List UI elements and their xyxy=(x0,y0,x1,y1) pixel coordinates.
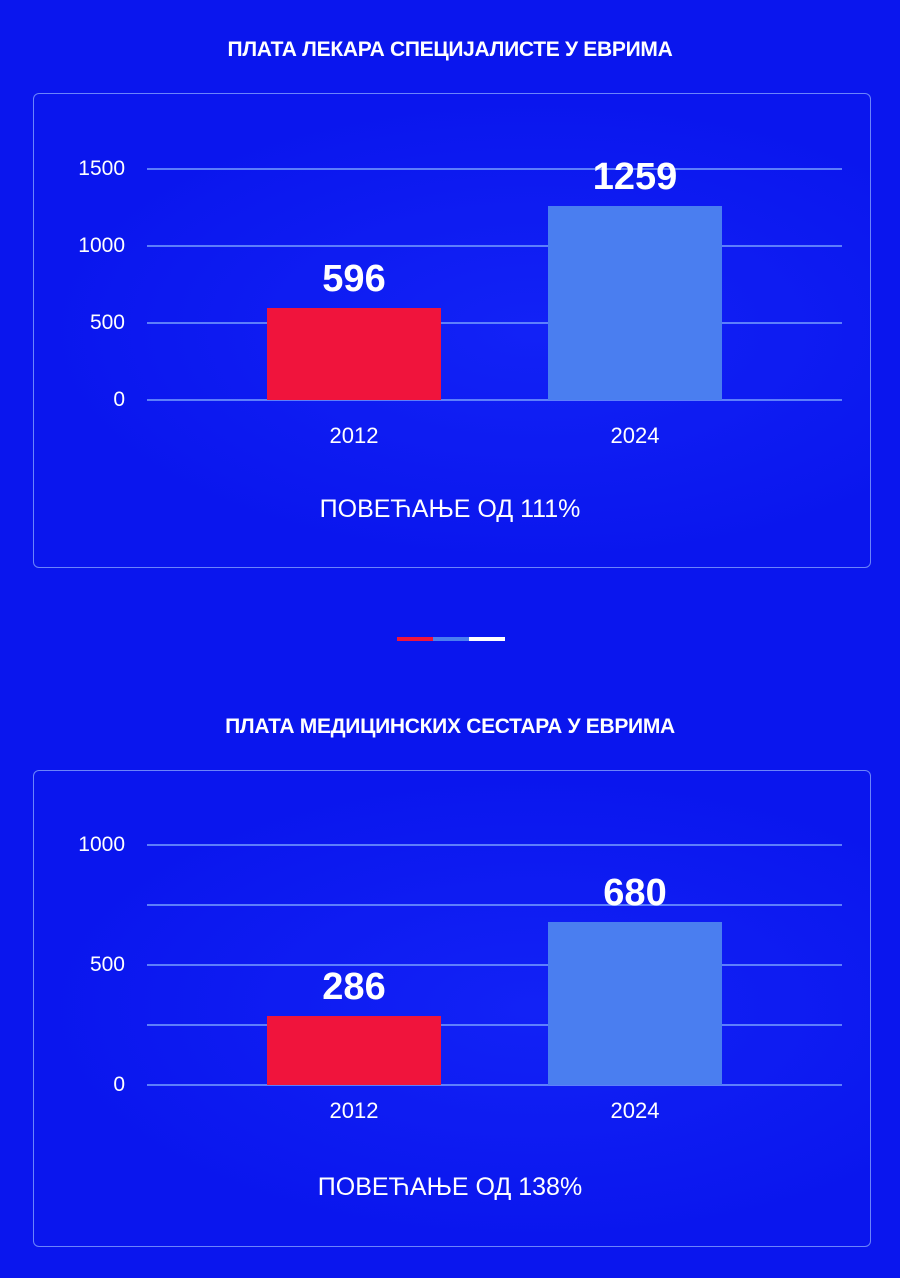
chart-panel xyxy=(33,93,871,568)
divider-segment xyxy=(433,637,469,641)
y-tick-label: 0 xyxy=(113,388,125,411)
gridline xyxy=(147,904,842,906)
tricolor-divider xyxy=(397,637,505,641)
bar-2024 xyxy=(548,206,722,400)
divider-segment xyxy=(469,637,505,641)
y-tick-label: 1000 xyxy=(78,234,125,257)
bar-2024 xyxy=(548,921,722,1085)
y-tick-label: 1500 xyxy=(78,157,125,180)
gridline xyxy=(147,245,842,247)
gridline xyxy=(147,399,842,401)
y-tick-label: 500 xyxy=(89,953,125,976)
value-label: 286 xyxy=(322,966,386,1009)
chart-title: ПЛАТА ЛЕКАРА СПЕЦИЈАЛИСТЕ У ЕВРИМА xyxy=(227,38,673,61)
increase-note: ПОВЕЋАЊЕ ОД 138% xyxy=(317,1173,583,1201)
gridline xyxy=(147,168,842,170)
gridline xyxy=(147,844,842,846)
bar-2012 xyxy=(267,308,441,400)
y-tick-label: 1000 xyxy=(78,833,125,856)
divider-segment xyxy=(397,637,433,641)
y-tick-label: 0 xyxy=(113,1073,125,1096)
chart-title: ПЛАТА МЕДИЦИНСКИХ СЕСТАРА У ЕВРИМА xyxy=(225,715,675,738)
value-label: 680 xyxy=(603,871,667,914)
gridline xyxy=(147,964,842,966)
category-label: 2024 xyxy=(610,423,660,448)
value-label: 1259 xyxy=(592,156,678,199)
value-label: 596 xyxy=(322,258,386,301)
gridline xyxy=(147,1084,842,1086)
y-tick-label: 500 xyxy=(89,311,125,334)
category-label: 2012 xyxy=(329,1098,379,1123)
bar-2012 xyxy=(267,1016,441,1085)
chart-panel xyxy=(33,770,871,1247)
increase-note: ПОВЕЋАЊЕ ОД 111% xyxy=(319,495,581,523)
gridline xyxy=(147,1024,842,1026)
category-label: 2024 xyxy=(610,1098,660,1123)
category-label: 2012 xyxy=(329,423,379,448)
gridline xyxy=(147,322,842,324)
